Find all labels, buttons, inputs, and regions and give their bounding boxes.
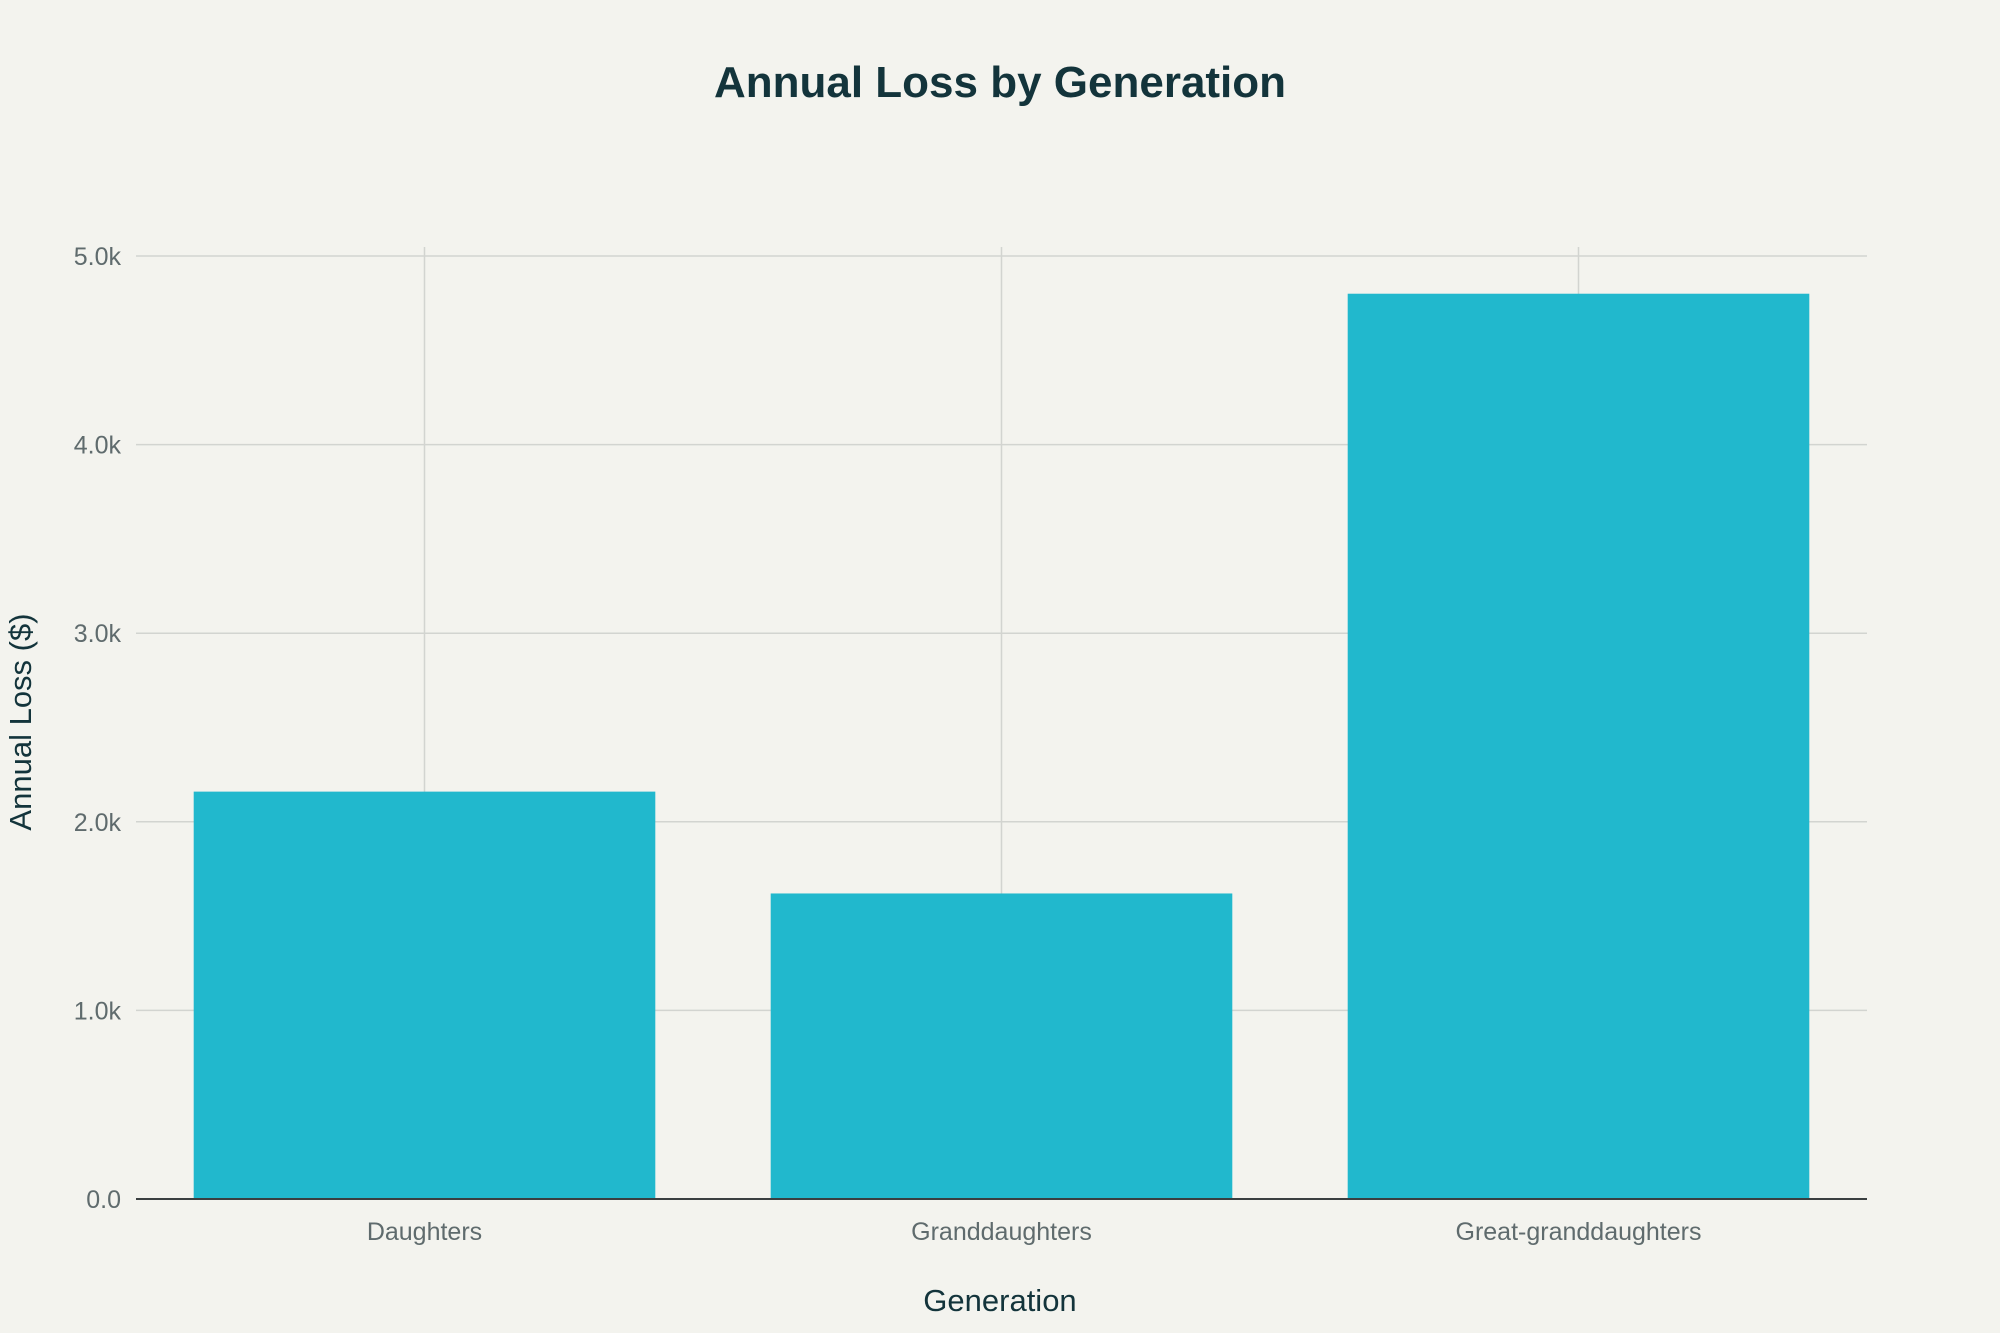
chart-title: Annual Loss by Generation [714, 58, 1286, 107]
bar-granddaughters[interactable] [770, 893, 1233, 1199]
x-axis-title: Generation [923, 1283, 1076, 1318]
y-tick-label: 4.0k [74, 432, 122, 460]
x-tick-label: Daughters [367, 1218, 482, 1246]
y-tick-label: 5.0k [74, 243, 122, 271]
y-tick-label: 1.0k [74, 997, 122, 1025]
bar-great-granddaughters[interactable] [1347, 293, 1810, 1200]
y-axis-title: Annual Loss ($) [3, 613, 38, 830]
y-tick-label: 0.0 [86, 1186, 121, 1214]
bars [193, 293, 1810, 1200]
bar-daughters[interactable] [193, 791, 656, 1199]
x-tick-label: Granddaughters [911, 1218, 1092, 1246]
axes: 0.0 1.0k 2.0k 3.0k 4.0k 5.0k Daughters Granddau… [74, 243, 1867, 1246]
y-tick-label: 3.0k [74, 620, 122, 648]
y-tick-label: 2.0k [74, 809, 122, 837]
x-tick-label: Great-granddaughters [1456, 1218, 1702, 1246]
